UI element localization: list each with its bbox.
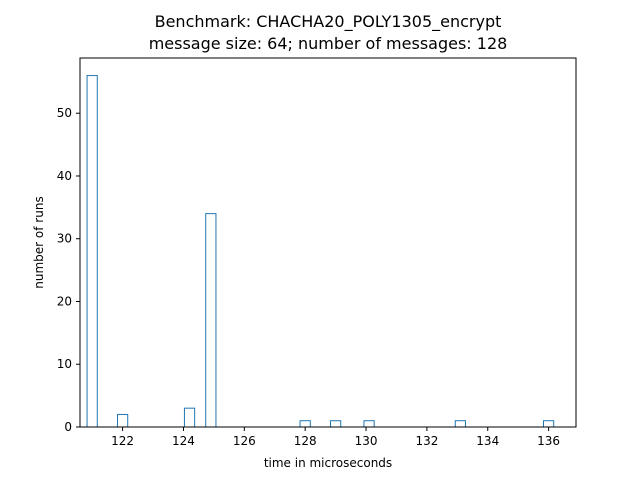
y-tick-label: 20 <box>57 294 72 308</box>
x-tick-label: 124 <box>172 434 195 448</box>
chart-title: Benchmark: CHACHA20_POLY1305_encrypt <box>155 12 502 32</box>
x-tick-label: 126 <box>233 434 256 448</box>
y-tick-label: 0 <box>64 420 72 434</box>
y-tick-label: 50 <box>57 106 72 120</box>
y-axis-ticks: 0 10 20 30 40 50 <box>57 106 80 434</box>
y-axis-label: number of runs <box>32 196 46 288</box>
x-axis-label: time in microseconds <box>264 456 392 470</box>
x-tick-label: 128 <box>294 434 317 448</box>
x-tick-label: 136 <box>537 434 560 448</box>
y-tick-label: 30 <box>57 232 72 246</box>
plot-frame <box>79 57 577 428</box>
x-tick-label: 122 <box>111 434 134 448</box>
x-tick-label: 132 <box>415 434 438 448</box>
y-tick-label: 40 <box>57 169 72 183</box>
x-tick-label: 134 <box>476 434 499 448</box>
x-axis-ticks: 122 124 126 128 130 132 134 136 <box>111 427 560 448</box>
chart-subtitle: message size: 64; number of messages: 12… <box>149 34 508 53</box>
y-tick-label: 10 <box>57 357 72 371</box>
x-tick-label: 130 <box>355 434 378 448</box>
